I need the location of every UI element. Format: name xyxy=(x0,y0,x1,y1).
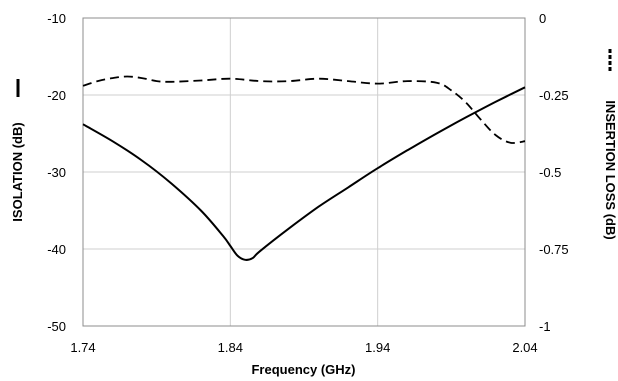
y-right-tick-label: 0 xyxy=(539,11,546,26)
y-left-tick-label: -40 xyxy=(47,242,66,257)
tick-labels: 1.74 1.84 1.94 2.04 -50 -40 -30 -20 -10 -1 -0.75 -0… xyxy=(47,11,568,355)
y-right-tick-label: -0.75 xyxy=(539,242,569,257)
grid-lines xyxy=(82,17,526,327)
y-left-tick-label: -10 xyxy=(47,11,66,26)
y-left-tick-label: -30 xyxy=(47,165,66,180)
isolation-series-line xyxy=(82,86,526,261)
x-tick-label: 1.74 xyxy=(70,340,95,355)
x-tick-label: 1.94 xyxy=(365,340,390,355)
y-right-tick-label: -0.5 xyxy=(539,165,561,180)
y-left-tick-label: -20 xyxy=(47,88,66,103)
y-right-tick-label: -1 xyxy=(539,319,551,334)
x-axis-title: Frequency (GHz) xyxy=(251,362,355,377)
y-left-tick-label: -50 xyxy=(47,319,66,334)
insertion-loss-series-line xyxy=(82,75,526,144)
y-axis-left-title: ISOLATION (dB) xyxy=(10,122,25,221)
y-right-tick-label: -0.25 xyxy=(539,88,569,103)
series-layer xyxy=(82,75,526,261)
y-axis-right-title: INSERTION LOSS (dB) xyxy=(603,100,618,239)
plot-area-frame xyxy=(82,17,526,327)
x-tick-label: 1.84 xyxy=(218,340,243,355)
x-tick-label: 2.04 xyxy=(512,340,537,355)
